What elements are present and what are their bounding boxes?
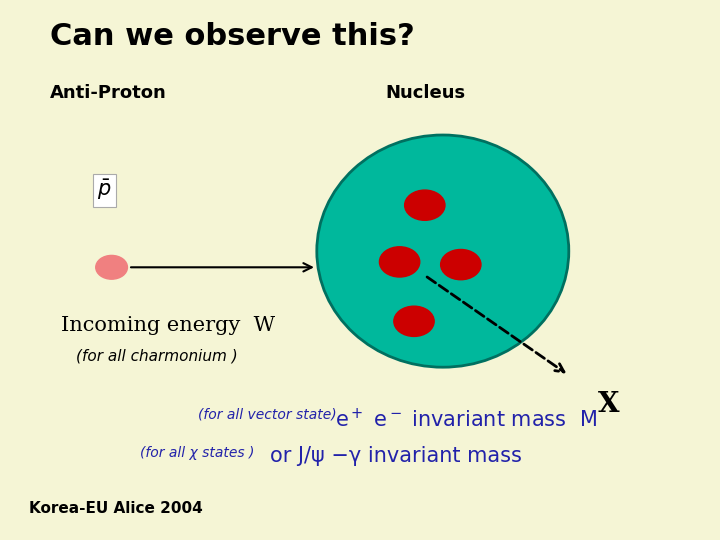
Text: (for all vector state): (for all vector state): [198, 408, 337, 422]
Text: (for all χ states ): (for all χ states ): [140, 446, 255, 460]
Circle shape: [394, 306, 434, 336]
Text: X: X: [598, 392, 619, 418]
Text: (for all charmonium ): (for all charmonium ): [76, 348, 238, 363]
Circle shape: [441, 249, 481, 280]
Text: Anti-Proton: Anti-Proton: [50, 84, 167, 102]
Text: e$^+$ e$^-$ invariant mass  M: e$^+$ e$^-$ invariant mass M: [335, 408, 597, 431]
Circle shape: [379, 247, 420, 277]
Ellipse shape: [317, 135, 569, 367]
Circle shape: [405, 190, 445, 220]
Circle shape: [96, 255, 127, 279]
Text: $\bar{p}$: $\bar{p}$: [97, 178, 112, 202]
Text: Nucleus: Nucleus: [385, 84, 465, 102]
Text: or J/ψ −γ invariant mass: or J/ψ −γ invariant mass: [270, 446, 522, 465]
Text: Korea-EU Alice 2004: Korea-EU Alice 2004: [29, 501, 202, 516]
Text: Incoming energy  W: Incoming energy W: [61, 316, 275, 335]
Text: Can we observe this?: Can we observe this?: [50, 22, 415, 51]
